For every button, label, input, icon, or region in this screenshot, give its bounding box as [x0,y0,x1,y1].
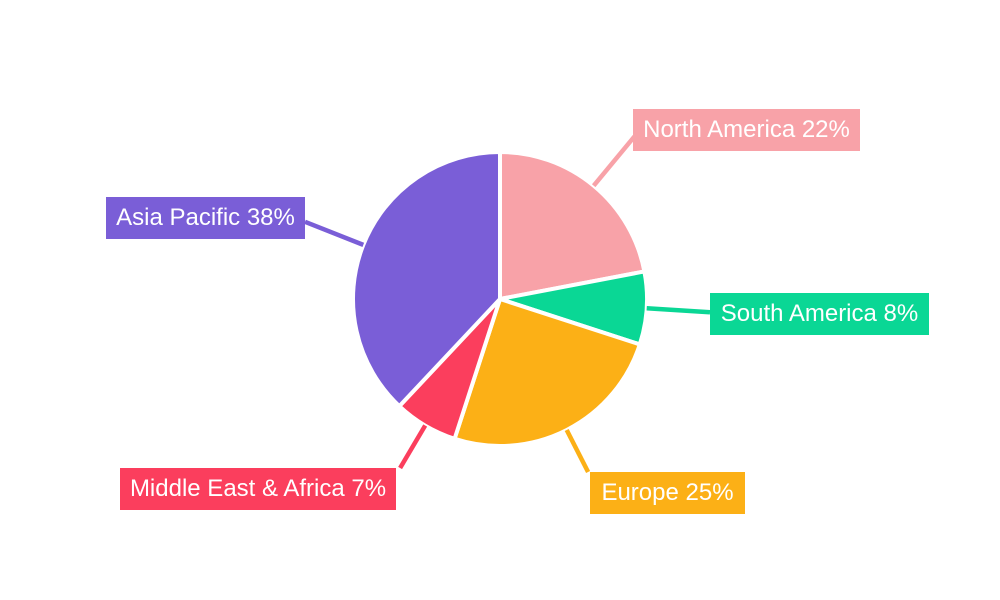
leader-line-north-america [591,134,637,188]
pie-callout-north-america: North America 22% [633,109,860,151]
leader-line-asia-pacific [304,219,365,247]
pie-slice-north-america [498,150,647,301]
pie-callout-label: Middle East & Africa 7% [129,475,387,502]
pie-callout-label: Asia Pacific 38% [116,204,295,231]
pie-callout-label: Europe 25% [601,479,734,506]
pie-callout-asia-pacific: Asia Pacific 38% [106,197,305,239]
pie-callout-south-america: South America 8% [710,293,929,335]
pie-callout-label: North America 22% [643,116,850,143]
leader-line-middle-east-africa [398,424,428,470]
pie-slice-europe [452,297,642,448]
leader-line-south-america [646,305,711,315]
pie-callout-middle-east-africa: Middle East & Africa 7% [120,468,396,510]
pie-slice-asia-pacific [350,150,502,409]
leader-line-europe [564,428,591,474]
pie-callout-label: South America 8% [720,300,919,327]
pie-callout-europe: Europe 25% [590,472,745,514]
